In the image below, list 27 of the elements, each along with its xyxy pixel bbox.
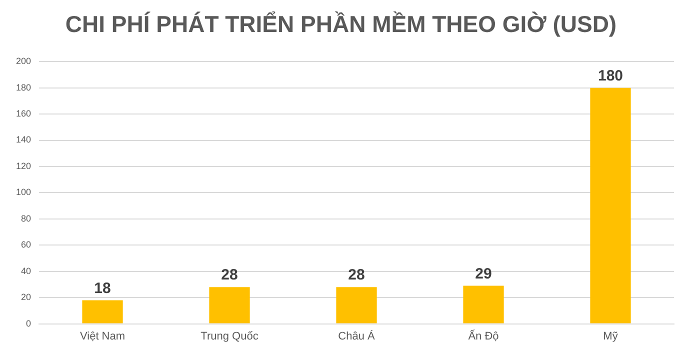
- data-label: 18: [94, 280, 111, 297]
- data-label: 29: [475, 265, 492, 282]
- bar: [82, 300, 123, 324]
- x-tick-label: Mỹ: [603, 330, 618, 342]
- y-tick-label: 140: [16, 134, 32, 145]
- data-label: 28: [221, 266, 238, 284]
- y-tick-label: 20: [21, 292, 32, 302]
- y-tick-label: 0: [26, 318, 32, 328]
- x-tick-label: Việt Nam: [80, 330, 126, 342]
- y-tick-label: 160: [16, 108, 32, 119]
- y-tick-label: 120: [16, 160, 32, 171]
- y-tick-label: 80: [21, 213, 32, 224]
- y-tick-label: 100: [16, 187, 32, 198]
- bar: [209, 287, 250, 324]
- bar: [336, 287, 377, 324]
- x-tick-label: Châu Á: [338, 329, 376, 342]
- x-tick-label: Ấn Độ: [468, 329, 499, 342]
- bar: [463, 286, 504, 324]
- y-tick-label: 60: [21, 240, 32, 250]
- data-label: 180: [598, 67, 624, 84]
- data-label: 28: [348, 266, 365, 284]
- y-tick-label: 200: [16, 56, 32, 66]
- y-tick-label: 180: [16, 82, 32, 92]
- bar: [590, 88, 631, 324]
- y-tick-label: 40: [21, 266, 32, 276]
- x-tick-label: Trung Quốc: [200, 330, 259, 342]
- chart-title: CHI PHÍ PHÁT TRIỂN PHẦN MỀM THEO GIỜ (USD): [65, 11, 617, 38]
